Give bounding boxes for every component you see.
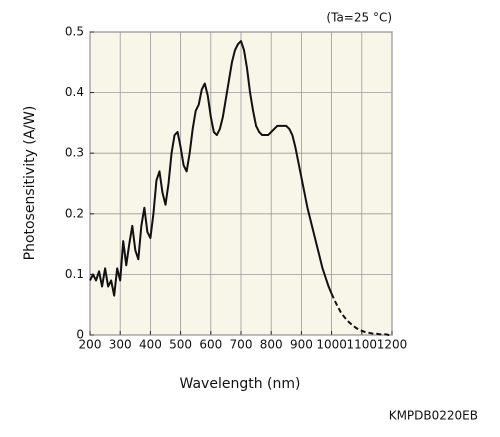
x-tick-label: 1100 xyxy=(347,338,378,352)
series-line xyxy=(330,293,392,336)
x-tick-label: 300 xyxy=(109,338,132,352)
x-tick-label: 600 xyxy=(199,338,222,352)
x-tick-label: 900 xyxy=(290,338,313,352)
annotation: (Ta=25 °C) xyxy=(326,11,392,25)
x-tick-label: 1000 xyxy=(316,338,347,352)
x-tick-label: 700 xyxy=(230,338,253,352)
x-axis-label: Wavelength (nm) xyxy=(180,376,301,392)
y-tick-label: 0.2 xyxy=(65,206,84,220)
x-tick-label: 500 xyxy=(169,338,192,352)
lines xyxy=(89,40,392,336)
x-tick-label: 200 xyxy=(79,338,102,352)
x-tick-label: 400 xyxy=(139,338,162,352)
annotation: KMPDB0220EB xyxy=(389,409,478,423)
grid xyxy=(89,31,393,336)
y-tick-label: 0.5 xyxy=(65,25,84,39)
x-tick-label: 800 xyxy=(260,338,283,352)
y-tick-label: 0.4 xyxy=(65,85,84,99)
y-axis-label: Photosensitivity (A/W) xyxy=(22,106,38,261)
y-tick-label: 0.3 xyxy=(65,146,84,160)
series-line xyxy=(89,40,333,297)
y-tick-label: 0.1 xyxy=(65,267,84,281)
x-tick-label: 1200 xyxy=(377,338,408,352)
y-tick-label: 0 xyxy=(76,328,84,342)
